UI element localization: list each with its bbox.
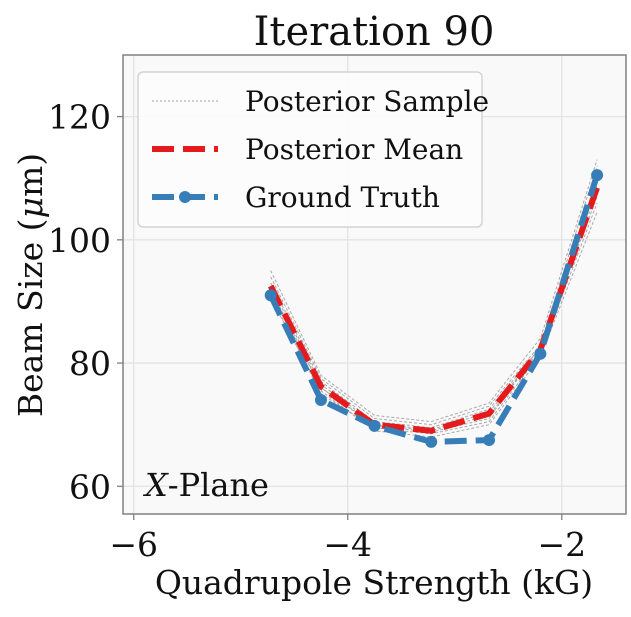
legend-label-posterior-sample: Posterior Sample xyxy=(245,85,489,118)
y-tick-label: 80 xyxy=(69,344,111,383)
x-tick-label: −2 xyxy=(537,525,586,564)
plane-annotation: X-Plane xyxy=(142,466,269,504)
legend-box xyxy=(137,71,483,228)
y-axis-label-suffix: m) xyxy=(11,153,50,197)
legend-label-posterior-mean: Posterior Mean xyxy=(245,133,463,166)
y-tick-label: 60 xyxy=(69,467,111,506)
x-tick-label: −4 xyxy=(323,525,372,564)
ground-truth-point xyxy=(534,347,547,360)
y-axis-ticks: 60 80 100 120 xyxy=(48,98,123,506)
plot-frame xyxy=(122,54,627,515)
ground-truth-point xyxy=(591,169,604,182)
plane-annotation-var: X xyxy=(142,466,169,504)
ground-truth-series xyxy=(264,169,604,448)
chart-title: Iteration 90 xyxy=(254,9,495,55)
legend-label-ground-truth: Ground Truth xyxy=(245,181,440,214)
posterior-sample-line xyxy=(270,159,598,423)
ground-truth-point xyxy=(314,394,327,407)
y-axis-label: Beam Size (μm) xyxy=(11,153,50,417)
x-axis-label: Quadrupole Strength (kG) xyxy=(155,563,593,602)
ground-truth-point xyxy=(425,435,438,448)
x-axis-ticks: −6 −4 −2 xyxy=(109,514,586,564)
posterior-sample-line xyxy=(270,211,598,438)
y-tick-label: 120 xyxy=(48,98,111,137)
y-axis-label-mu: μ xyxy=(11,197,50,218)
x-tick-label: −6 xyxy=(109,525,158,564)
y-axis-label-prefix: Beam Size ( xyxy=(11,218,50,417)
y-tick-label: 100 xyxy=(48,221,111,260)
ground-truth-point xyxy=(483,434,496,447)
ground-truth-point xyxy=(368,419,381,432)
plane-annotation-text: -Plane xyxy=(168,466,269,504)
legend-truth-marker xyxy=(179,191,191,203)
legend: Posterior Sample Posterior Mean Ground T… xyxy=(137,71,489,228)
posterior-sample-line xyxy=(270,165,598,426)
ground-truth-point xyxy=(264,289,277,302)
